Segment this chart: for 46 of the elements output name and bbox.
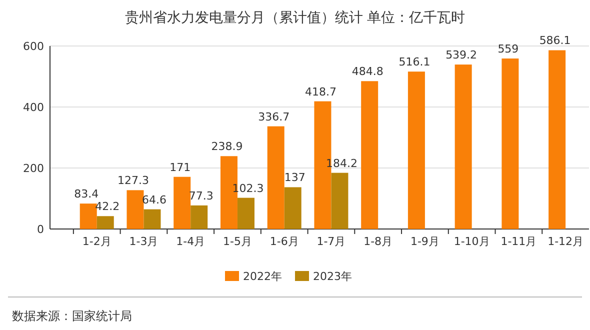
y-tick-label: 600	[23, 40, 44, 53]
data-label: 336.7	[258, 110, 290, 124]
x-tick-label: 1-10月	[454, 235, 490, 248]
data-label: 137	[284, 171, 306, 184]
bar	[80, 204, 97, 229]
x-tick-label: 1-9月	[410, 235, 440, 248]
source-note: 数据来源：国家统计局	[12, 309, 132, 323]
bar	[174, 176, 191, 229]
bar	[144, 209, 161, 229]
data-label: 238.9	[211, 140, 243, 154]
bar	[267, 126, 284, 229]
bar	[408, 72, 425, 229]
data-label: 539.2	[446, 48, 478, 62]
bar	[126, 190, 144, 229]
data-label: 127.3	[117, 174, 149, 188]
data-label: 418.7	[304, 85, 336, 98]
x-tick-label: 1-7月	[316, 235, 346, 248]
chart-title: 贵州省水力发电量分月（累计值）统计 单位：亿千瓦时	[124, 10, 466, 26]
x-tick-label: 1-5月	[222, 235, 252, 248]
bar	[331, 172, 348, 229]
y-tick-label: 400	[23, 101, 44, 114]
y-tick-label: 0	[37, 223, 44, 236]
bar	[96, 216, 114, 229]
x-tick-label: 1-3月	[129, 235, 158, 248]
y-tick-label: 200	[23, 162, 44, 175]
x-tick-label: 1-2月	[82, 235, 112, 248]
data-label: 559	[498, 42, 519, 56]
x-tick-label: 1-12月	[548, 235, 584, 248]
bar	[361, 81, 378, 229]
data-label: 484.8	[352, 65, 384, 78]
legend-label: 2023年	[313, 270, 352, 283]
bar	[502, 58, 519, 229]
data-label: 586.1	[539, 34, 571, 48]
x-tick-label: 1-11月	[500, 235, 537, 248]
bar	[284, 187, 302, 229]
data-label: 171	[170, 160, 191, 174]
data-label: 516.1	[398, 56, 430, 69]
bar	[190, 205, 208, 229]
x-tick-label: 1-8月	[364, 235, 393, 248]
x-tick-label: 1-6月	[270, 235, 299, 248]
x-tick-label: 1-4月	[176, 235, 206, 248]
legend-label: 2022年	[243, 270, 282, 283]
bar	[454, 64, 472, 229]
bar	[237, 198, 254, 229]
data-label: 83.4	[74, 188, 99, 201]
bar	[548, 50, 566, 229]
